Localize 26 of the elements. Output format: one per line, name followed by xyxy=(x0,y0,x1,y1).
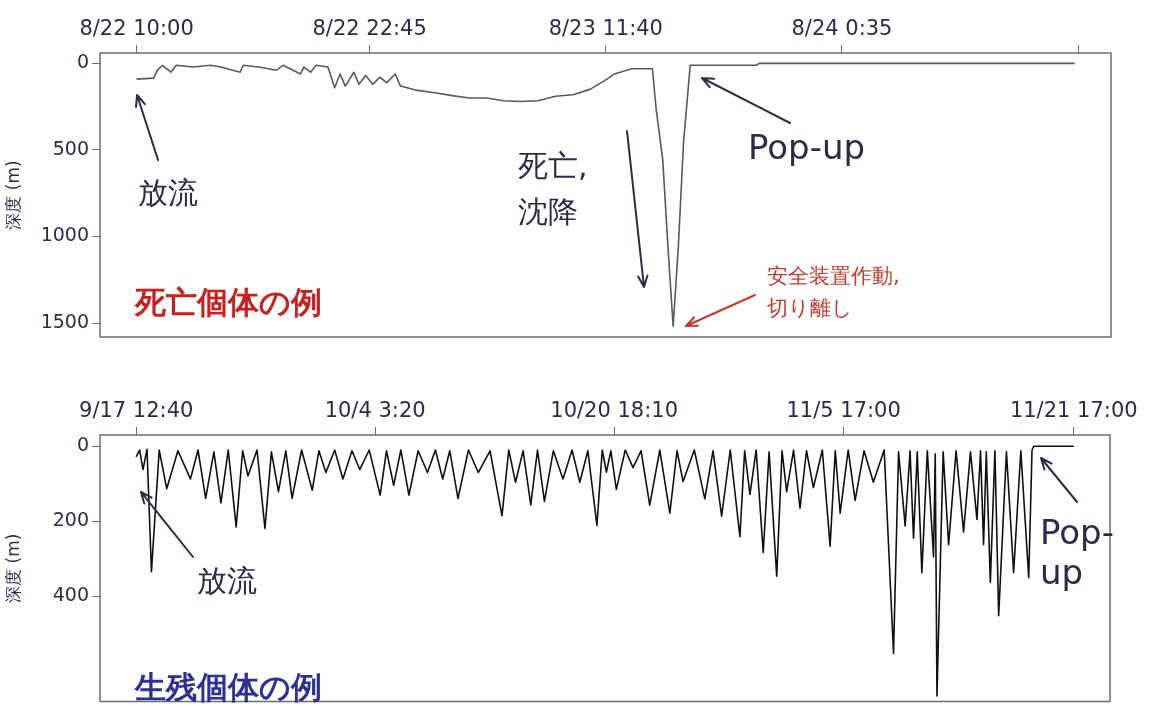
annotation: 死亡, 沈降 xyxy=(518,147,588,229)
x-tick-label: 8/22 10:00 xyxy=(79,15,194,40)
x-tick-label: 10/20 18:10 xyxy=(550,397,679,422)
y-tick-label: 1000 xyxy=(40,223,89,246)
x-tick-label: 11/21 17:00 xyxy=(1009,397,1138,422)
y-axis-title: 深度 (m) xyxy=(2,533,23,603)
annotation: 放流 xyxy=(197,562,257,598)
x-tick-label: 8/23 11:40 xyxy=(548,15,663,40)
x-tick-label: 9/17 12:40 xyxy=(79,397,194,422)
x-tick-label: 10/4 3:20 xyxy=(324,397,426,422)
y-tick-label: 0 xyxy=(76,50,89,73)
x-tick-label: 8/24 0:35 xyxy=(791,15,893,40)
text: 生残個体の例 xyxy=(134,669,322,706)
y-tick-label: 400 xyxy=(52,583,89,606)
y-tick-label: 500 xyxy=(52,136,89,159)
x-tick-label: 11/5 17:00 xyxy=(786,397,901,422)
annotation: Pop-up xyxy=(748,126,866,167)
y-axis-title: 深度 (m) xyxy=(2,160,23,230)
annotation: 安全装置作動, 切り離し xyxy=(767,264,900,321)
y-tick-label: 1500 xyxy=(40,310,89,333)
x-tick-label: 8/22 22:45 xyxy=(312,15,427,40)
y-tick-label: 200 xyxy=(52,508,89,531)
annotation: Pop- up xyxy=(1040,511,1114,592)
y-tick-label: 0 xyxy=(76,433,89,456)
text: 死亡個体の例 xyxy=(134,284,322,321)
annotation: 放流 xyxy=(138,174,198,210)
